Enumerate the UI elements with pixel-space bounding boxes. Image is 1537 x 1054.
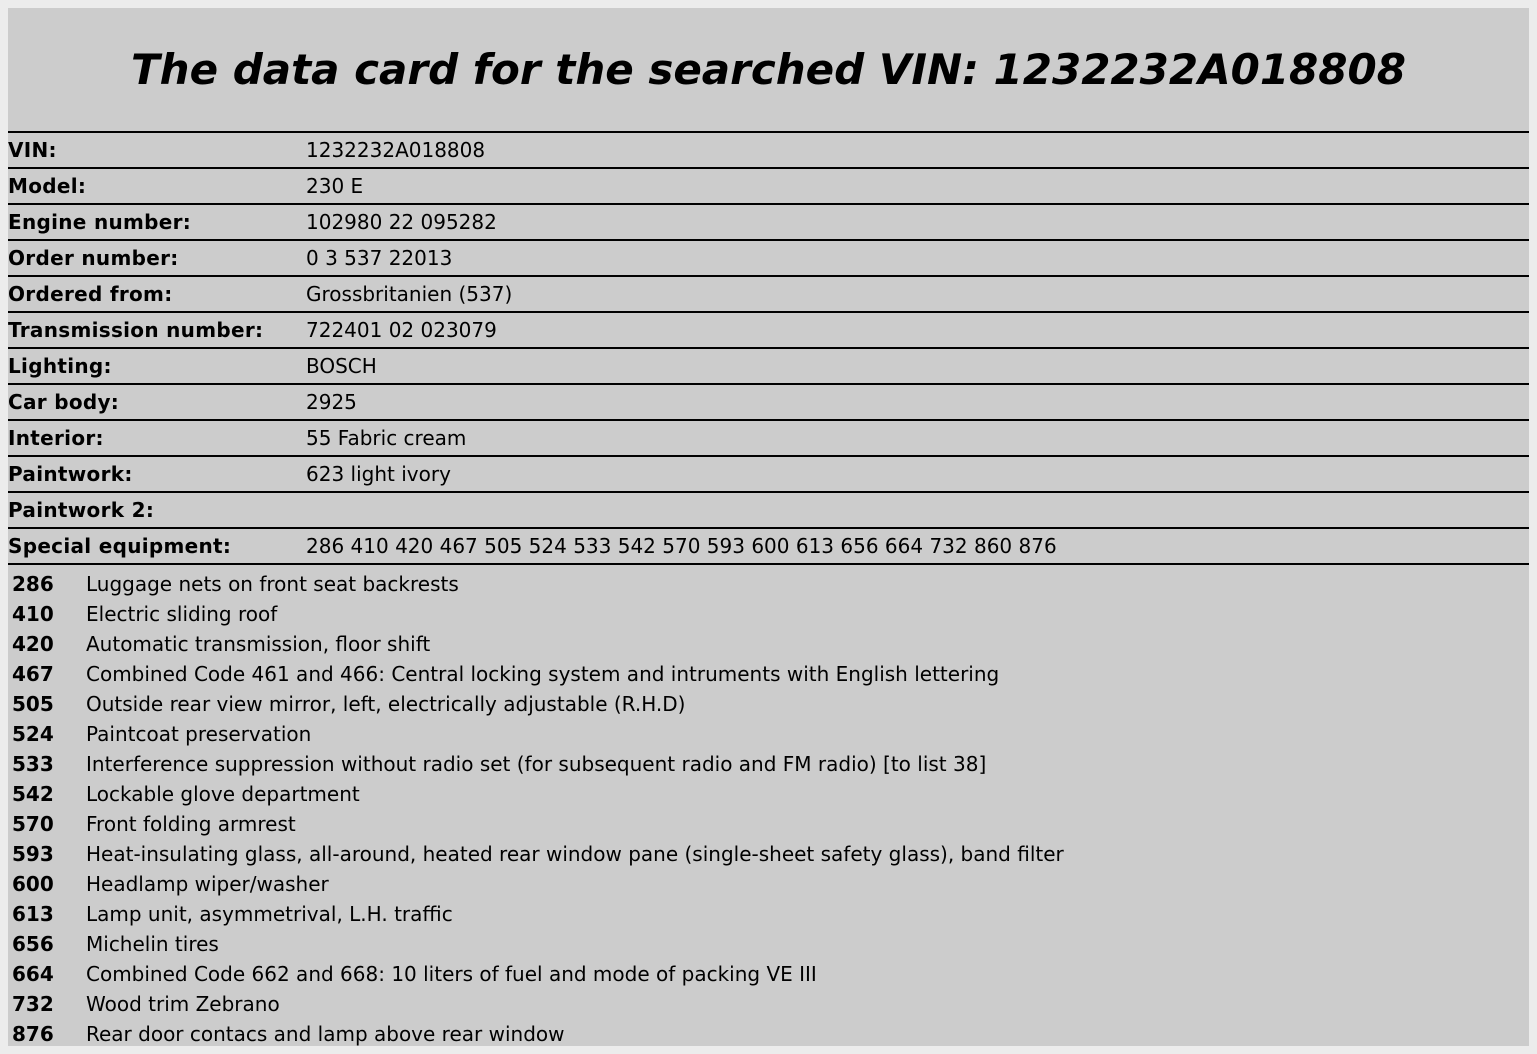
equipment-code: 286 <box>12 572 54 596</box>
row-value: 230 E <box>306 167 1529 204</box>
row-value: 0 3 537 22013 <box>306 239 1529 276</box>
row-value: 286 410 420 467 505 524 533 542 570 593 … <box>306 527 1529 565</box>
page-title: The data card for the searched VIN: 1232… <box>131 45 1406 94</box>
table-row: Order number: 0 3 537 22013 <box>8 239 1529 276</box>
equipment-description: Front folding armrest <box>86 812 296 836</box>
equipment-description: Lockable glove department <box>86 782 360 806</box>
table-row: Car body: 2925 <box>8 383 1529 420</box>
equipment-description: Interference suppression without radio s… <box>86 752 987 776</box>
list-item: 570 Front folding armrest <box>8 809 1529 839</box>
row-label: Engine number: <box>8 203 306 240</box>
row-label: Ordered from: <box>8 275 306 312</box>
row-value: BOSCH <box>306 347 1529 384</box>
table-row: Engine number: 102980 22 095282 <box>8 203 1529 240</box>
table-row: Special equipment: 286 410 420 467 505 5… <box>8 527 1529 565</box>
row-value <box>306 491 1529 528</box>
equipment-description: Automatic transmission, floor shift <box>86 632 431 656</box>
equipment-code: 467 <box>12 662 54 686</box>
equipment-description: Combined Code 461 and 466: Central locki… <box>86 662 1000 686</box>
equipment-code: 664 <box>12 962 54 986</box>
list-item: 664 Combined Code 662 and 668: 10 liters … <box>8 959 1529 989</box>
equipment-description: Electric sliding roof <box>86 602 278 626</box>
table-row: Paintwork 2: <box>8 491 1529 528</box>
table-row: Lighting: BOSCH <box>8 347 1529 384</box>
list-item: 656 Michelin tires <box>8 929 1529 959</box>
equipment-code: 410 <box>12 602 54 626</box>
equipment-code: 524 <box>12 722 54 746</box>
list-item: 505 Outside rear view mirror, left, elect… <box>8 689 1529 719</box>
table-row: Interior: 55 Fabric cream <box>8 419 1529 456</box>
equipment-code: 570 <box>12 812 54 836</box>
vehicle-data-table: VIN: 1232232A018808 Model: 230 E Engine … <box>8 131 1529 565</box>
equipment-description: Rear door contacs and lamp above rear wi… <box>86 1022 565 1046</box>
equipment-description: Outside rear view mirror, left, electric… <box>86 692 686 716</box>
title-block: The data card for the searched VIN: 1232… <box>8 8 1529 131</box>
list-item: 613 Lamp unit, asymmetrival, L.H. traffic <box>8 899 1529 929</box>
equipment-description: Paintcoat preservation <box>86 722 312 746</box>
list-item: 410 Electric sliding roof <box>8 599 1529 629</box>
data-card-page: The data card for the searched VIN: 1232… <box>8 8 1529 1046</box>
row-label: Transmission number: <box>8 311 306 348</box>
list-item: 876 Rear door contacs and lamp above rear… <box>8 1019 1529 1049</box>
equipment-description: Heat-insulating glass, all-around, heate… <box>86 842 1064 866</box>
list-item: 600 Headlamp wiper/washer <box>8 869 1529 899</box>
table-row: Ordered from: Grossbritanien (537) <box>8 275 1529 312</box>
equipment-code: 593 <box>12 842 54 866</box>
row-label: Interior: <box>8 419 306 456</box>
row-label: Special equipment: <box>8 527 306 565</box>
list-item: 467 Combined Code 461 and 466: Central lo… <box>8 659 1529 689</box>
list-item: 420 Automatic transmission, floor shift <box>8 629 1529 659</box>
equipment-description: Wood trim Zebrano <box>86 992 280 1016</box>
list-item: 286 Luggage nets on front seat backrests <box>8 569 1529 599</box>
equipment-code: 600 <box>12 872 54 896</box>
row-label: Paintwork 2: <box>8 491 306 528</box>
list-item: 732 Wood trim Zebrano <box>8 989 1529 1019</box>
table-row: Paintwork: 623 light ivory <box>8 455 1529 492</box>
equipment-code: 613 <box>12 902 54 926</box>
equipment-list: 286 Luggage nets on front seat backrests … <box>8 565 1529 1049</box>
equipment-code: 420 <box>12 632 54 656</box>
row-value: Grossbritanien (537) <box>306 275 1529 312</box>
table-row: Transmission number: 722401 02 023079 <box>8 311 1529 348</box>
list-item: 524 Paintcoat preservation <box>8 719 1529 749</box>
row-value: 722401 02 023079 <box>306 311 1529 348</box>
list-item: 593 Heat-insulating glass, all-around, he… <box>8 839 1529 869</box>
equipment-description: Michelin tires <box>86 932 219 956</box>
list-item: 542 Lockable glove department <box>8 779 1529 809</box>
equipment-code: 542 <box>12 782 54 806</box>
equipment-code: 533 <box>12 752 54 776</box>
equipment-description: Combined Code 662 and 668: 10 liters of … <box>86 962 817 986</box>
equipment-code: 505 <box>12 692 54 716</box>
table-row: Model: 230 E <box>8 167 1529 204</box>
row-label: VIN: <box>8 131 306 168</box>
equipment-code: 876 <box>12 1022 54 1046</box>
equipment-code: 732 <box>12 992 54 1016</box>
row-value: 1232232A018808 <box>306 131 1529 168</box>
row-value: 55 Fabric cream <box>306 419 1529 456</box>
row-value: 102980 22 095282 <box>306 203 1529 240</box>
equipment-description: Luggage nets on front seat backrests <box>86 572 459 596</box>
equipment-code: 656 <box>12 932 54 956</box>
equipment-description: Lamp unit, asymmetrival, L.H. traffic <box>86 902 453 926</box>
row-label: Lighting: <box>8 347 306 384</box>
list-item: 533 Interference suppression without radi… <box>8 749 1529 779</box>
row-value: 2925 <box>306 383 1529 420</box>
equipment-description: Headlamp wiper/washer <box>86 872 329 896</box>
table-row: VIN: 1232232A018808 <box>8 131 1529 168</box>
row-value: 623 light ivory <box>306 455 1529 492</box>
row-label: Order number: <box>8 239 306 276</box>
row-label: Model: <box>8 167 306 204</box>
row-label: Car body: <box>8 383 306 420</box>
row-label: Paintwork: <box>8 455 306 492</box>
